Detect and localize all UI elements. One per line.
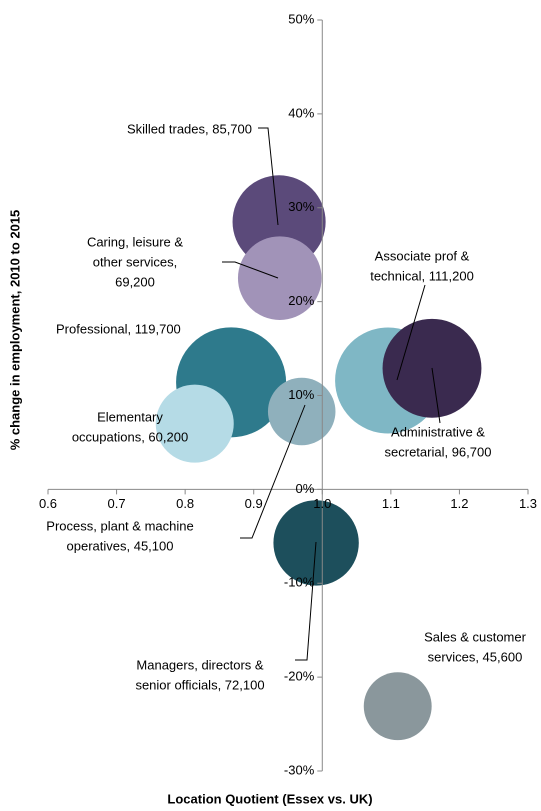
x-tick-label: 0.8 [176, 496, 194, 511]
y-tick-label: 30% [288, 199, 314, 214]
bubble-label: Sales & customer [424, 629, 527, 644]
leader-line [240, 404, 306, 539]
bubble [363, 672, 432, 741]
bubble-label: services, 45,600 [428, 649, 523, 664]
bubble-label: other services, [93, 254, 178, 269]
bubble [237, 236, 322, 320]
x-tick-label: 1.0 [313, 496, 331, 511]
bubble-label: Caring, leisure & [87, 234, 183, 249]
leader-line [431, 367, 441, 424]
bubble-label: occupations, 60,200 [72, 429, 188, 444]
bubble-label: senior officials, 72,100 [135, 677, 264, 692]
y-tick-label: 20% [288, 293, 314, 308]
y-tick-label: 10% [288, 387, 314, 402]
bubble [267, 377, 336, 446]
x-tick-label: 1.1 [382, 496, 400, 511]
x-tick-label: 0.7 [108, 496, 126, 511]
y-tick-label: 50% [288, 11, 314, 26]
bubble-label: Professional, 119,700 [56, 321, 181, 336]
y-tick-label: 40% [288, 105, 314, 120]
y-tick-label: -10% [284, 575, 315, 590]
y-axis-title: % change in employment, 2010 to 2015 [7, 210, 22, 451]
leader-line [222, 261, 279, 279]
y-tick-label: -20% [284, 669, 315, 684]
y-tick-label: 0% [295, 481, 314, 496]
x-tick-label: 1.2 [450, 496, 468, 511]
bubble-label: secretarial, 96,700 [385, 444, 492, 459]
bubble-label: Elementary [97, 409, 163, 424]
bubble [155, 384, 234, 463]
bubble-label: Associate prof & [375, 248, 470, 263]
x-tick-label: 1.3 [519, 496, 537, 511]
x-tick-label: 0.6 [39, 496, 57, 511]
bubble-label: 69,200 [115, 274, 155, 289]
x-tick-label: 0.9 [245, 496, 263, 511]
bubble-label: Administrative & [391, 424, 485, 439]
bubble-label: technical, 111,200 [370, 268, 474, 283]
bubble-label: Process, plant & machine [46, 518, 193, 533]
bubble-label: Managers, directors & [136, 657, 263, 672]
leader-line [258, 127, 279, 226]
x-axis-title: Location Quotient (Essex vs. UK) [167, 791, 372, 806]
y-tick-label: -30% [284, 762, 315, 777]
leader-line [295, 541, 317, 661]
bubble-label: Skilled trades, 85,700 [127, 121, 252, 136]
bubble-label: operatives, 45,100 [67, 538, 174, 553]
leader-line [396, 284, 426, 381]
